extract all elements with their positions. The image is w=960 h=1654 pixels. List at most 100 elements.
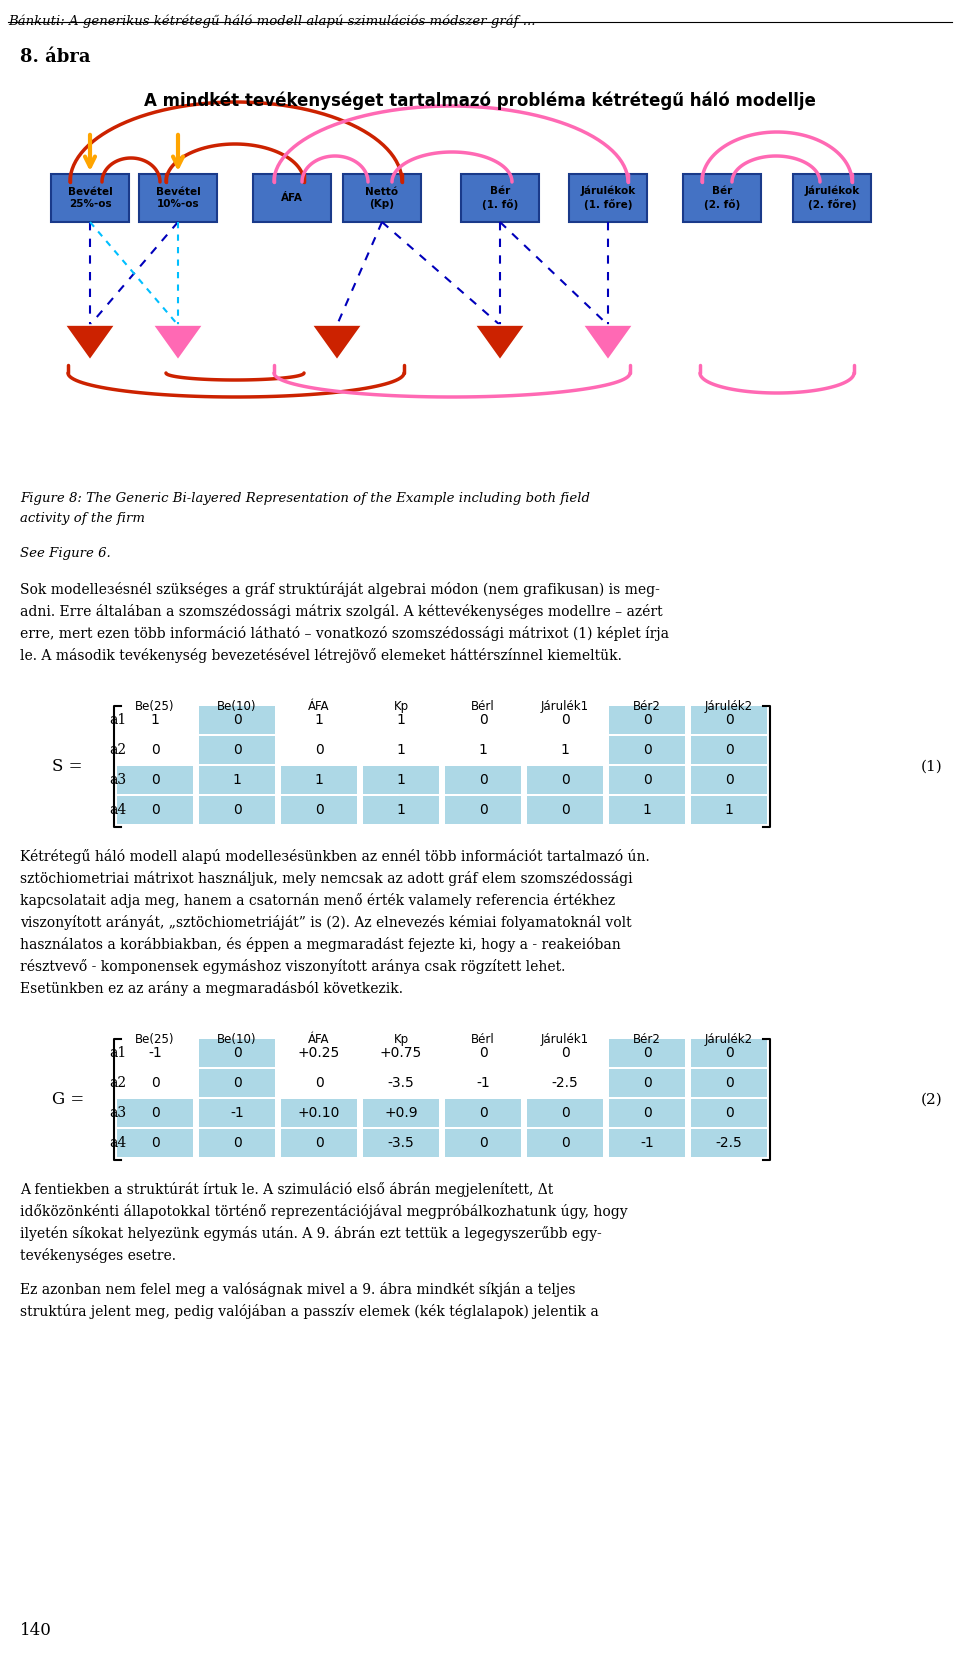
Polygon shape [312,324,362,361]
Text: Figure 8: The Generic Bi-layered Representation of the Example including both fi: Figure 8: The Generic Bi-layered Represe… [20,491,590,504]
Text: 0: 0 [561,1136,569,1150]
Text: 0: 0 [315,1077,324,1090]
Text: -2.5: -2.5 [715,1136,742,1150]
Polygon shape [583,324,633,361]
Text: 0: 0 [232,1077,241,1090]
Text: a4: a4 [109,802,127,817]
Text: 0: 0 [151,1107,159,1120]
FancyBboxPatch shape [281,1098,357,1126]
Text: +0.75: +0.75 [380,1045,422,1060]
FancyBboxPatch shape [609,1068,685,1097]
Text: -1: -1 [476,1077,490,1090]
Text: Be(25): Be(25) [135,1034,175,1045]
FancyBboxPatch shape [609,1039,685,1067]
Text: Bér2: Bér2 [633,700,660,713]
Text: 0: 0 [642,1107,652,1120]
Text: 0: 0 [725,1045,733,1060]
Text: 0: 0 [725,1107,733,1120]
FancyBboxPatch shape [343,174,421,222]
Text: (2): (2) [921,1093,942,1107]
Text: Kp: Kp [394,1034,409,1045]
Text: 0: 0 [315,802,324,817]
FancyBboxPatch shape [691,766,767,794]
Text: a1: a1 [109,1045,127,1060]
FancyBboxPatch shape [527,1130,603,1158]
Text: 1: 1 [315,713,324,728]
Text: Ez azonban nem felel meg a valóságnak mivel a 9. ábra mindkét síkján a teljes: Ez azonban nem felel meg a valóságnak mi… [20,1282,575,1297]
Text: 0: 0 [315,743,324,758]
Text: -3.5: -3.5 [388,1136,415,1150]
Text: a3: a3 [109,772,127,787]
Text: ÁFA: ÁFA [308,700,329,713]
Text: sztöchiometriai mátrixot használjuk, mely nemcsak az adott gráf elem szomszédoss: sztöchiometriai mátrixot használjuk, mel… [20,872,633,887]
FancyBboxPatch shape [199,796,275,824]
Text: ÁFA: ÁFA [308,1034,329,1045]
FancyBboxPatch shape [691,796,767,824]
Text: Nettó
(Kp): Nettó (Kp) [366,187,398,208]
Text: Bánkuti: A generikus kétrétegű háló modell alapú szimulációs módszer gráf ...: Bánkuti: A generikus kétrétegű háló mode… [8,13,536,28]
FancyBboxPatch shape [527,796,603,824]
FancyBboxPatch shape [609,1130,685,1158]
FancyBboxPatch shape [609,796,685,824]
FancyBboxPatch shape [363,1098,439,1126]
FancyBboxPatch shape [199,1098,275,1126]
Text: a4: a4 [109,1136,127,1150]
Text: 0: 0 [725,713,733,728]
Text: Bér
(2. fő): Bér (2. fő) [704,187,740,210]
FancyBboxPatch shape [139,174,217,222]
Text: Járulék1: Járulék1 [540,700,589,713]
Text: S =: S = [52,758,83,776]
Text: -3.5: -3.5 [388,1077,415,1090]
Text: 0: 0 [479,802,488,817]
FancyBboxPatch shape [363,766,439,794]
Text: Bevétel
25%-os: Bevétel 25%-os [67,187,112,208]
Text: 1: 1 [396,713,405,728]
Text: Kp: Kp [394,700,409,713]
FancyBboxPatch shape [199,1039,275,1067]
Text: adni. Erre általában a szomszédossági mátrix szolgál. A kéttevékenységes modellr: adni. Erre általában a szomszédossági má… [20,604,662,619]
Text: 0: 0 [561,1045,569,1060]
FancyBboxPatch shape [117,1098,193,1126]
Text: le. A második tevékenység bevezetésével létrejövő elemeket háttérszínnel kiemelt: le. A második tevékenység bevezetésével … [20,648,622,663]
Text: -1: -1 [640,1136,654,1150]
FancyBboxPatch shape [281,796,357,824]
Text: 1: 1 [396,743,405,758]
FancyBboxPatch shape [691,736,767,764]
Text: 0: 0 [725,772,733,787]
Text: 0: 0 [561,713,569,728]
Text: ÁFA: ÁFA [281,194,303,203]
FancyBboxPatch shape [569,174,647,222]
FancyBboxPatch shape [199,706,275,734]
FancyBboxPatch shape [445,1098,521,1126]
Text: 0: 0 [151,802,159,817]
FancyBboxPatch shape [793,174,871,222]
Text: 0: 0 [561,772,569,787]
Text: Sok modellезésnél szükséges a gráf struktúráját algebrai módon (nem grafikusan) : Sok modellезésnél szükséges a gráf struk… [20,582,660,597]
Text: résztvevő - komponensek egymáshoz viszonyított aránya csak rögzített lehet.: résztvevő - komponensek egymáshoz viszon… [20,959,565,974]
FancyBboxPatch shape [609,766,685,794]
Text: See Figure 6.: See Figure 6. [20,547,110,561]
Text: -1: -1 [148,1045,162,1060]
Text: A mindkét tevékenységet tartalmazó probléma kétrétegű háló modellje: A mindkét tevékenységet tartalmazó probl… [144,93,816,111]
Text: +0.10: +0.10 [298,1107,340,1120]
FancyBboxPatch shape [281,766,357,794]
Text: 0: 0 [151,1136,159,1150]
Text: 1: 1 [561,743,569,758]
Text: 0: 0 [232,802,241,817]
FancyBboxPatch shape [199,766,275,794]
Text: Bér2: Bér2 [633,1034,660,1045]
FancyBboxPatch shape [253,174,331,222]
Text: 0: 0 [151,743,159,758]
FancyBboxPatch shape [527,1098,603,1126]
Text: 0: 0 [151,772,159,787]
FancyBboxPatch shape [691,706,767,734]
FancyBboxPatch shape [609,736,685,764]
Text: Járulék2: Járulék2 [705,1034,753,1045]
FancyBboxPatch shape [199,1130,275,1158]
FancyBboxPatch shape [445,796,521,824]
Text: -2.5: -2.5 [552,1077,578,1090]
Text: tevékenységes esetre.: tevékenységes esetre. [20,1249,176,1264]
Text: Be(10): Be(10) [217,1034,256,1045]
Text: 0: 0 [479,1107,488,1120]
Text: 140: 140 [20,1623,52,1639]
